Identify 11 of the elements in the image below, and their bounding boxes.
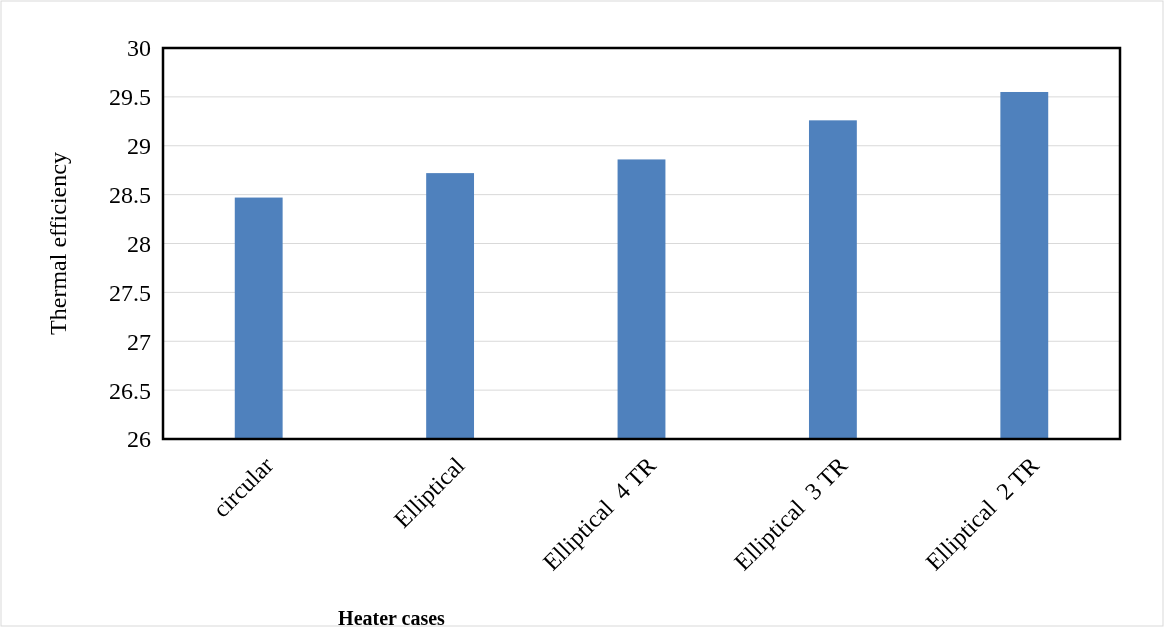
y-tick-label: 29.5: [109, 84, 151, 111]
y-tick-label: 26: [127, 426, 151, 453]
y-tick-label: 26.5: [109, 377, 151, 404]
y-tick-label: 29: [127, 133, 151, 160]
y-axis-title: Thermal efficiency: [45, 152, 71, 335]
y-tick-label: 28.5: [109, 182, 151, 209]
y-tick-label: 27: [127, 328, 151, 355]
x-axis-title: Heater cases: [338, 607, 446, 627]
y-tick-label: 27.5: [109, 279, 151, 306]
y-tick-label: 30: [127, 35, 151, 62]
y-tick-label: 28: [127, 230, 151, 257]
